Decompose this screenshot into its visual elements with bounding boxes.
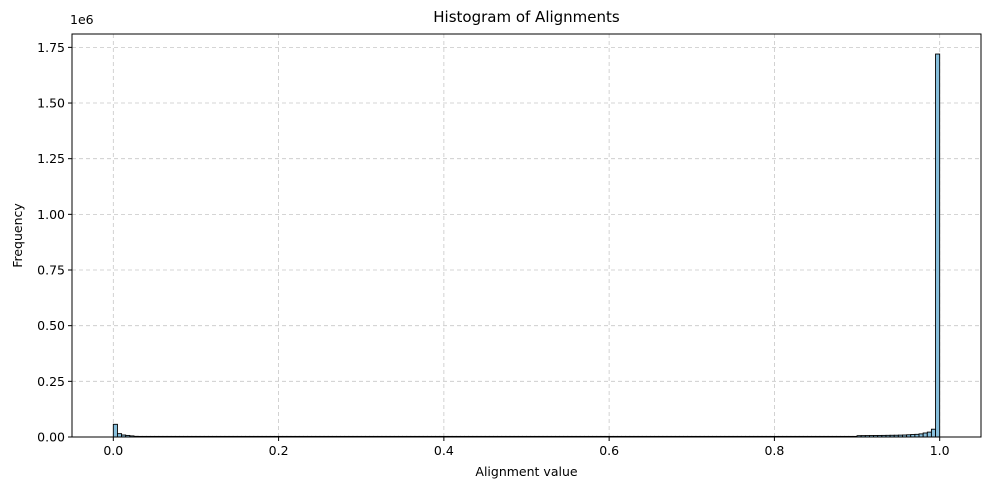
histogram-bar: [922, 432, 928, 438]
y-axis-label: Frequency: [10, 203, 25, 268]
y-axis-offset-label: 1e6: [70, 12, 94, 27]
y-tick-label: 0.25: [37, 374, 65, 389]
x-tick-label: 1.0: [930, 443, 950, 458]
histogram-bar: [935, 53, 941, 438]
y-axis: 0.00 0.25 0.50 0.75 1.00 1.25 1.50 1.75: [37, 40, 72, 445]
x-tick-label: 0.2: [269, 443, 289, 458]
chart-title: Histogram of Alignments: [433, 8, 620, 26]
x-tick-label: 0.6: [599, 443, 619, 458]
x-tick-label: 0.0: [103, 443, 123, 458]
x-axis: 0.0 0.2 0.4 0.6 0.8 1.0: [103, 437, 950, 458]
y-tick-label: 0.00: [37, 430, 65, 445]
y-tick-label: 0.75: [37, 263, 65, 278]
histogram-bar: [926, 431, 932, 438]
histogram-bar: [112, 423, 118, 438]
x-tick-label: 0.4: [434, 443, 454, 458]
y-tick-label: 1.50: [37, 96, 65, 111]
histogram-bar: [116, 433, 123, 438]
y-tick-label: 1.00: [37, 207, 65, 222]
y-tick-label: 1.25: [37, 151, 65, 166]
y-tick-label: 0.50: [37, 318, 65, 333]
x-tick-label: 0.8: [764, 443, 784, 458]
x-axis-label: Alignment value: [475, 464, 577, 479]
plot-frame: [71, 33, 982, 438]
y-tick-label: 1.75: [37, 40, 65, 55]
histogram-bar: [930, 428, 936, 438]
